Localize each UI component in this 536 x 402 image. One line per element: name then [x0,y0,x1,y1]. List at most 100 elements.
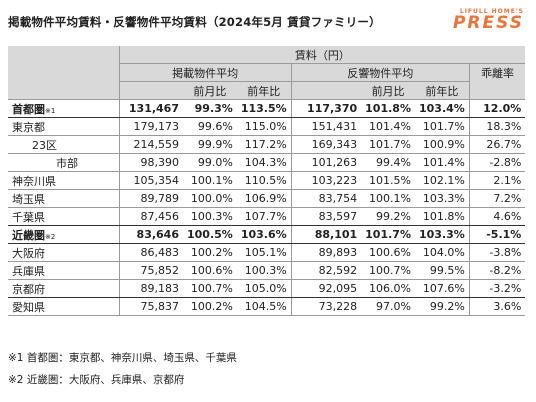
divergence-rate: 7.2% [469,189,526,208]
response-rent: 151,431 [291,117,362,136]
response-yoy: 101.8% [414,207,470,226]
header-response: 反響物件平均 [291,63,470,82]
divergence-rate: -2.8% [469,153,526,172]
response-mom: 100.7% [361,261,415,280]
table-row: 兵庫県 75,852 100.6% 100.3% 82,592 100.7% 9… [8,261,526,280]
table-row: 大阪府 86,483 100.2% 105.1% 89,893 100.6% 1… [8,243,526,262]
divergence-rate: -3.2% [469,279,526,298]
region-name: 神奈川県 [8,171,120,190]
page-title: 掲載物件平均賃料・反響物件平均賃料（2024年5月 賃貸ファミリー） [8,15,381,29]
listed-mom: 100.3% [183,207,237,226]
response-mom: 97.0% [361,297,415,316]
brand-logo: LIFULL HOME'S PRESS [453,8,524,32]
response-mom: 106.0% [361,279,415,298]
header-listed: 掲載物件平均 [119,63,292,82]
response-rent: 83,754 [291,189,362,208]
region-name: 大阪府 [8,243,120,262]
listed-yoy: 117.2% [236,135,292,154]
header-corner [8,46,120,100]
header-listed-blank [119,81,183,100]
rent-table: 賃料（円） 掲載物件平均 反響物件平均 乖離率 前月比 前年比 前月比 前年比 … [8,46,526,316]
listed-yoy: 104.5% [236,297,292,316]
response-yoy: 103.4% [414,99,470,118]
response-rent: 117,370 [291,99,362,118]
listed-rent: 214,559 [119,135,183,154]
response-yoy: 100.9% [414,135,470,154]
listed-mom: 99.6% [183,117,237,136]
response-yoy: 101.4% [414,153,470,172]
response-yoy: 103.3% [414,189,470,208]
region-name: 首都圏※1 [8,99,120,118]
table-row: 23区 214,559 99.9% 117.2% 169,343 101.7% … [8,135,526,154]
response-mom: 99.2% [361,207,415,226]
header-row-3: 前月比 前年比 前月比 前年比 [8,81,525,100]
response-rent: 88,101 [291,225,362,244]
region-name: 千葉県 [8,207,120,226]
response-mom: 101.8% [361,99,415,118]
response-mom: 101.7% [361,135,415,154]
listed-rent: 75,852 [119,261,183,280]
table-row: 近畿圏※2 83,646 100.5% 103.6% 88,101 101.7%… [8,225,526,244]
divergence-rate: -5.1% [469,225,526,244]
region-name: 近畿圏※2 [8,225,120,244]
header-listed-yoy: 前年比 [236,81,292,100]
listed-yoy: 115.0% [236,117,292,136]
response-rent: 169,343 [291,135,362,154]
listed-yoy: 105.0% [236,279,292,298]
region-name: 京都府 [8,279,120,298]
table-row: 首都圏※1 131,467 99.3% 113.5% 117,370 101.8… [8,99,526,118]
listed-rent: 86,483 [119,243,183,262]
listed-rent: 131,467 [119,99,183,118]
header-divergence: 乖離率 [469,63,526,100]
response-rent: 73,228 [291,297,362,316]
response-rent: 92,095 [291,279,362,298]
region-name: 愛知県 [8,297,120,316]
listed-yoy: 103.6% [236,225,292,244]
listed-rent: 89,183 [119,279,183,298]
response-mom: 101.4% [361,117,415,136]
response-mom: 100.1% [361,189,415,208]
region-name: 市部 [8,153,120,172]
listed-mom: 99.9% [183,135,237,154]
response-rent: 82,592 [291,261,362,280]
listed-rent: 89,789 [119,189,183,208]
table-row: 千葉県 87,456 100.3% 107.7% 83,597 99.2% 10… [8,207,526,226]
listed-mom: 100.6% [183,261,237,280]
response-yoy: 107.6% [414,279,470,298]
table-row: 東京都 179,173 99.6% 115.0% 151,431 101.4% … [8,117,526,136]
brand-logo-top: LIFULL HOME'S [459,8,524,15]
listed-rent: 98,390 [119,153,183,172]
listed-rent: 75,837 [119,297,183,316]
divergence-rate: 2.1% [469,171,526,190]
response-yoy: 103.3% [414,225,470,244]
listed-yoy: 105.1% [236,243,292,262]
table-row: 愛知県 75,837 100.2% 104.5% 73,228 97.0% 99… [8,297,526,316]
divergence-rate: 12.0% [469,99,526,118]
region-name: 埼玉県 [8,189,120,208]
listed-mom: 99.0% [183,153,237,172]
listed-yoy: 113.5% [236,99,292,118]
response-mom: 101.7% [361,225,415,244]
response-mom: 101.5% [361,171,415,190]
response-yoy: 102.1% [414,171,470,190]
table-row: 市部 98,390 99.0% 104.3% 101,263 99.4% 101… [8,153,526,172]
table-row: 埼玉県 89,789 100.0% 106.9% 83,754 100.1% 1… [8,189,526,208]
header-row-1: 賃料（円） [8,46,526,100]
listed-mom: 100.1% [183,171,237,190]
listed-mom: 100.2% [183,243,237,262]
region-name: 23区 [8,135,120,154]
listed-mom: 100.7% [183,279,237,298]
table-row: 京都府 89,183 100.7% 105.0% 92,095 106.0% 1… [8,279,526,298]
region-name: 東京都 [8,117,120,136]
header-rent: 賃料（円） [119,46,526,64]
response-yoy: 101.7% [414,117,470,136]
listed-yoy: 106.9% [236,189,292,208]
listed-yoy: 107.7% [236,207,292,226]
response-rent: 103,223 [291,171,362,190]
listed-rent: 105,354 [119,171,183,190]
table-row: 神奈川県 105,354 100.1% 110.5% 103,223 101.5… [8,171,526,190]
divergence-rate: 4.6% [469,207,526,226]
response-mom: 100.6% [361,243,415,262]
header-response-blank [291,81,362,100]
listed-rent: 87,456 [119,207,183,226]
